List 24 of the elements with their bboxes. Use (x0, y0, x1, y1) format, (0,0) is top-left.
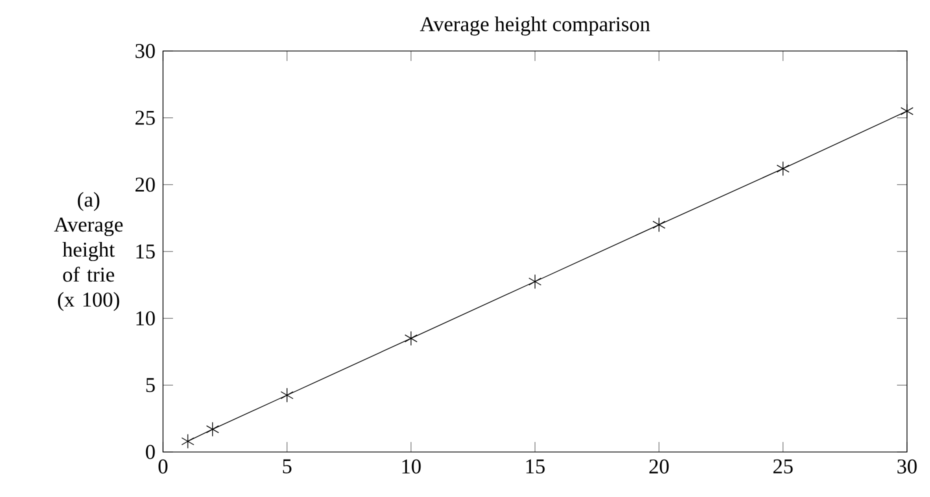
y-axis-title: (a) Average height of trie (x 100) (54, 192, 123, 311)
y-tick-label: 25 (136, 110, 155, 125)
point (280, 388, 294, 403)
y-tick-label: 15 (136, 244, 155, 259)
x-tick-label: 10 (402, 459, 421, 474)
x-tick-label: 5 (282, 459, 292, 474)
point (181, 434, 194, 449)
point (528, 274, 542, 289)
y-tick-label: 5 (146, 378, 155, 392)
x-tick-label: 20 (649, 459, 669, 474)
point (652, 217, 666, 232)
y-tick-label: 20 (136, 178, 155, 192)
y-tick-label: 10 (136, 311, 155, 326)
chart-title: Average height comparison (420, 16, 650, 36)
x-tick-label: 0 (158, 459, 168, 474)
point (206, 422, 220, 437)
point (900, 104, 914, 119)
point (776, 161, 790, 176)
y-tick-label: 30 (136, 44, 155, 58)
point (404, 330, 418, 346)
x-tick-label: 15 (526, 459, 545, 474)
x-tick-label: 30 (898, 459, 917, 474)
x-tick-label: 25 (773, 459, 793, 474)
y-tick-label: 0 (146, 444, 155, 460)
